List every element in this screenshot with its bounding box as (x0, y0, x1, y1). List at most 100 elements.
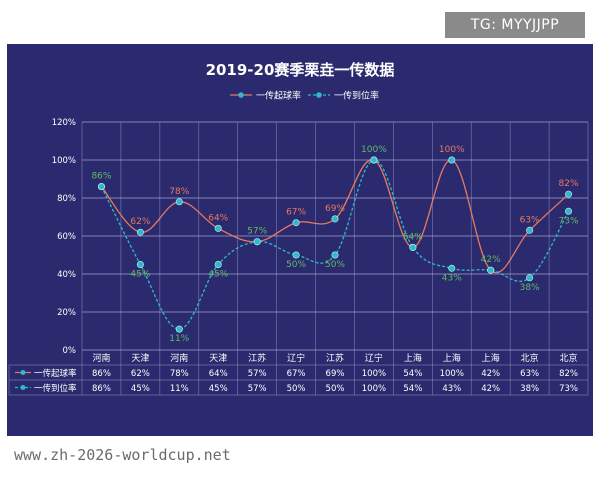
data-point (526, 274, 534, 282)
table-cell: 62% (131, 369, 150, 379)
data-label: 50% (325, 260, 345, 270)
table-cell: 42% (481, 384, 500, 394)
data-point (487, 266, 495, 274)
x-tick-label: 北京 (560, 352, 578, 364)
data-label: 100% (361, 145, 387, 155)
data-point (292, 251, 300, 259)
table-cell: 67% (287, 369, 306, 379)
x-tick-label: 辽宁 (365, 352, 383, 364)
series-labels-2: 45% 11% 45% 50% 50% 43% 38% 73% (130, 216, 579, 344)
data-point (97, 183, 105, 191)
legend-marker (238, 92, 244, 98)
legend-item-1: 一传起球率 (230, 90, 301, 102)
data-point (526, 226, 534, 234)
data-label: 78% (169, 187, 189, 197)
y-tick-label: 40% (57, 270, 76, 280)
data-point (565, 207, 573, 215)
table-cell: 64% (209, 369, 228, 379)
data-point (253, 238, 261, 246)
table-cell: 57% (248, 384, 267, 394)
legend-item-2: 一传到位率 (308, 90, 379, 102)
data-point (175, 198, 183, 206)
legend: 一传起球率 一传到位率 (230, 90, 379, 102)
data-point (331, 251, 339, 259)
table-cell: 86% (92, 384, 111, 394)
table-cell: 69% (326, 369, 345, 379)
data-point (409, 243, 417, 251)
table-row-2: 一传到位率 86% 45% 11% 45% 57% 50% 50% 100% 54% 43% 42% 3… (15, 383, 578, 394)
table-cell: 45% (131, 384, 150, 394)
data-point (565, 190, 573, 198)
y-tick-label: 60% (57, 232, 76, 242)
table-row-1: 一传起球率 86% 62% 78% 64% 57% 67% 69% 100% 54% 100% 42%… (15, 368, 578, 379)
data-label: 45% (130, 270, 150, 280)
x-tick-label: 河南 (92, 352, 110, 364)
watermark-site-url: www.zh-2026-worldcup.net (8, 440, 290, 470)
table-cell: 38% (520, 384, 539, 394)
x-tick-label: 辽宁 (287, 352, 305, 364)
data-label: 45% (208, 270, 228, 280)
table-row-label: 一传到位率 (34, 383, 77, 394)
data-label: 69% (325, 204, 345, 214)
legend-marker (316, 92, 322, 98)
data-point (331, 215, 339, 223)
data-label: 42% (481, 255, 501, 265)
table-cell: 54% (403, 369, 422, 379)
data-label: 63% (520, 215, 540, 225)
y-tick-label: 80% (57, 194, 76, 204)
table-cell: 45% (209, 384, 228, 394)
x-tick-label: 北京 (521, 352, 539, 364)
table-cell: 100% (362, 369, 386, 379)
data-point (214, 224, 222, 232)
legend-label: 一传起球率 (256, 90, 301, 102)
table-cell: 100% (440, 369, 464, 379)
table-cell: 86% (92, 369, 111, 379)
chart-panel: 2019-20赛季栗垚一传数据 一传起球率 一传到位率 0% 20% 40% 60% 80% 1… (7, 44, 593, 436)
table-cell: 73% (559, 384, 578, 394)
x-tick-label: 河南 (170, 352, 188, 364)
data-point (136, 261, 144, 269)
x-tick-label: 江苏 (248, 352, 266, 364)
table-cell: 63% (520, 369, 539, 379)
data-point (292, 219, 300, 227)
table-cell: 78% (170, 369, 189, 379)
data-label: 86% (91, 172, 111, 182)
y-tick-label: 100% (52, 156, 76, 166)
y-tick-label: 0% (63, 346, 77, 356)
table-cell: 50% (287, 384, 306, 394)
x-tick-label: 上海 (482, 352, 500, 364)
table-row-label: 一传起球率 (34, 368, 77, 379)
series-labels-1: 86% 62% 78% 64% 57% 67% 69% 100% 54% 100% 42% 63% 82… (91, 145, 579, 265)
table-cell: 57% (248, 369, 267, 379)
data-label: 64% (208, 213, 228, 223)
data-label: 43% (442, 273, 462, 283)
y-tick-label: 20% (57, 308, 76, 318)
data-label: 82% (559, 179, 579, 189)
legend-label: 一传到位率 (334, 90, 379, 102)
data-label: 67% (286, 208, 306, 218)
table-cell: 82% (559, 369, 578, 379)
data-point (214, 261, 222, 269)
table-cell: 54% (403, 384, 422, 394)
series-markers-2 (97, 156, 573, 333)
table-cell: 50% (326, 384, 345, 394)
watermark-tg-label: TG: MYYJJPP (445, 12, 585, 38)
data-label: 73% (559, 216, 579, 226)
data-label: 54% (403, 232, 423, 242)
table-cell: 42% (481, 369, 500, 379)
y-tick-label: 120% (52, 118, 76, 128)
x-tick-label: 上海 (443, 352, 461, 364)
table-cell: 43% (442, 384, 461, 394)
data-label: 11% (169, 334, 189, 344)
data-point (370, 156, 378, 164)
data-label: 100% (439, 145, 465, 155)
data-point (448, 156, 456, 164)
table-legend-marker (20, 385, 26, 390)
table-legend-marker (20, 370, 26, 375)
data-point (175, 325, 183, 333)
data-label: 50% (286, 260, 306, 270)
grid (8, 121, 589, 396)
series-line-2 (100, 159, 570, 330)
chart-title: 2019-20赛季栗垚一传数据 (206, 61, 395, 79)
